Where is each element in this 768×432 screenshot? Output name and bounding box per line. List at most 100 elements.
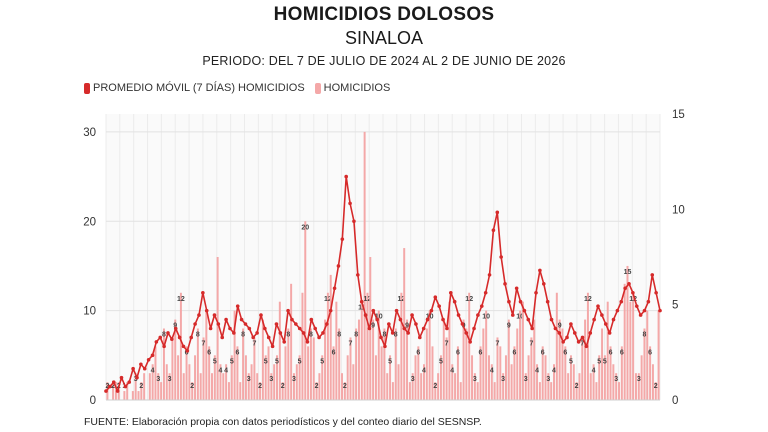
homicides-data-label: 2 (433, 383, 437, 390)
moving-average-point (445, 326, 449, 331)
homicides-bar (490, 364, 493, 400)
homicides-bar (346, 355, 349, 400)
homicides-data-label: 9 (173, 323, 177, 330)
moving-average-point (456, 313, 461, 317)
homicides-bar (309, 328, 312, 400)
homicides-bar (485, 310, 488, 400)
homicides-data-label: 2 (139, 383, 143, 390)
moving-average-point (476, 313, 480, 317)
homicides-bar (372, 319, 375, 400)
homicides-bar (386, 373, 389, 400)
homicides-bar (292, 373, 295, 400)
moving-average-point (615, 308, 620, 313)
left-axis-tick-label: 0 (90, 395, 96, 407)
homicides-data-label: 9 (507, 323, 511, 330)
moving-average-point (266, 335, 271, 340)
moving-average-point (491, 228, 496, 232)
homicides-bar (609, 346, 612, 400)
homicides-data-label: 12 (465, 296, 473, 303)
moving-average-point (332, 286, 337, 291)
homicides-bar (185, 346, 188, 400)
homicides-bar (112, 382, 115, 400)
homicides-data-label: 3 (134, 376, 138, 383)
homicides-bar (137, 391, 140, 400)
moving-average-point (325, 322, 329, 326)
homicides-data-label: 20 (301, 224, 309, 231)
homicides-bar (536, 364, 539, 400)
homicides-bar (301, 292, 304, 400)
homicides-bar (270, 373, 273, 400)
homicides-data-label: 3 (168, 376, 172, 383)
legend-item-homicides[interactable]: HOMICIDIOS (314, 82, 390, 94)
homicides-bar (516, 328, 519, 400)
homicides-bar (131, 391, 134, 400)
moving-average-point (518, 299, 523, 304)
homicides-bar (165, 364, 168, 400)
moving-average-point (487, 273, 492, 277)
moving-average-point (479, 304, 484, 308)
homicides-bar (222, 373, 225, 400)
homicides-bar (589, 373, 592, 400)
moving-average-point (371, 308, 376, 313)
homicides-bar (434, 382, 437, 400)
homicides-bar (654, 382, 657, 400)
moving-average-point (309, 317, 314, 322)
homicides-data-label: 6 (332, 349, 336, 356)
homicides-data-label: 7 (445, 340, 449, 347)
homicides-bar (456, 346, 459, 400)
moving-average-point (204, 308, 209, 313)
homicides-bar (363, 131, 366, 400)
homicides-bar (151, 364, 154, 400)
moving-average-point (359, 299, 364, 304)
homicides-bar (211, 373, 213, 400)
homicides-data-label: 12 (629, 296, 637, 303)
moving-average-point (425, 317, 430, 322)
moving-average-point (251, 335, 256, 340)
homicides-bar (343, 382, 346, 400)
homicides-bar (261, 319, 264, 400)
moving-average-point (510, 313, 515, 317)
moving-average-point (348, 201, 352, 206)
homicides-bar (442, 319, 445, 400)
homicides-data-label: 6 (185, 349, 189, 356)
homicides-bar (208, 346, 211, 400)
homicides-bar (366, 292, 369, 400)
moving-average-point (600, 313, 604, 317)
homicides-bar (307, 346, 310, 400)
homicides-bar (459, 382, 462, 400)
moving-average-point (603, 322, 608, 326)
homicides-bar (267, 346, 270, 400)
homicides-bar (521, 301, 524, 400)
moving-average-point (367, 326, 372, 331)
moving-average-point (146, 357, 151, 362)
homicides-data-label: 3 (411, 376, 415, 383)
homicides-data-label: 4 (552, 367, 556, 374)
homicides-data-label: 7 (529, 340, 533, 347)
moving-average-point (646, 299, 651, 304)
homicides-bar (352, 364, 355, 400)
homicides-bar (626, 265, 629, 400)
homicides-bar (341, 373, 344, 400)
moving-average-point (631, 290, 635, 295)
homicides-bar (295, 364, 298, 400)
moving-average-point (507, 299, 511, 304)
moving-average-point (282, 340, 287, 344)
chart-subtitle: SINALOA (344, 28, 424, 48)
legend-item-moving-average[interactable]: PROMEDIO MÓVIL (7 DÍAS) HOMICIDIOS (84, 82, 305, 94)
homicides-bar (567, 373, 570, 400)
homicides-bar (530, 337, 533, 400)
moving-average-point (142, 366, 147, 371)
homicides-data-label: 10 (426, 314, 434, 321)
moving-average-point (530, 326, 534, 331)
homicides-bar (425, 328, 428, 400)
moving-average-point (522, 308, 527, 313)
homicides-data-label: 3 (247, 376, 251, 383)
moving-average-point (414, 322, 418, 326)
homicides-bar (431, 346, 434, 400)
moving-average-point (127, 380, 132, 384)
moving-average-point (181, 344, 186, 349)
homicides-data-label: 15 (624, 269, 632, 276)
homicides-bar (553, 364, 555, 400)
homicides-data-label: 5 (603, 358, 607, 365)
